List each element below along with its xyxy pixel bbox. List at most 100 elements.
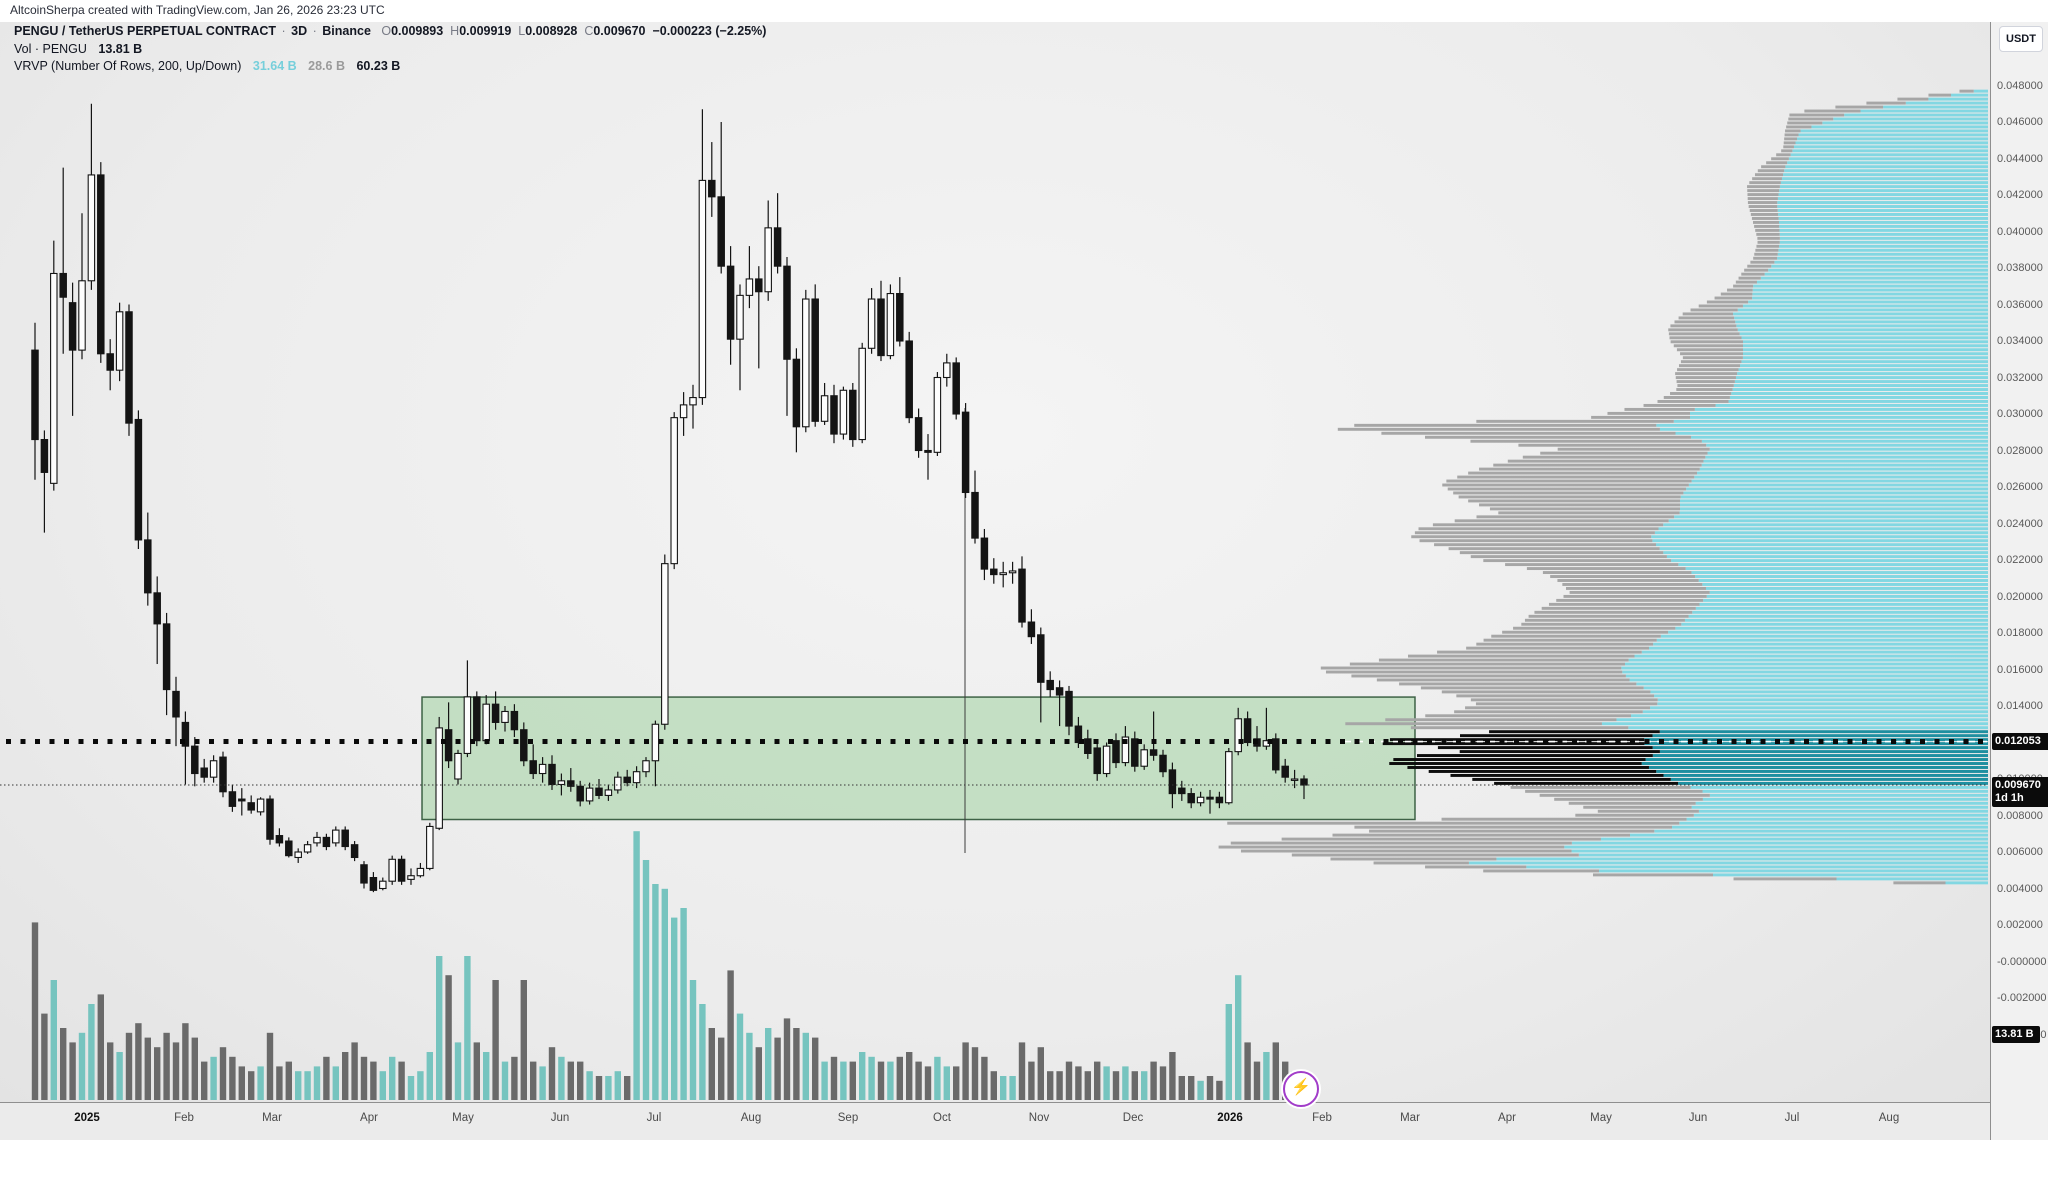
vrvp-row-up (1694, 407, 1988, 411)
vrvp-row-up (1666, 555, 1988, 559)
vrvp-row-up (1695, 801, 1988, 805)
volume-bar (680, 908, 687, 1100)
exchange-label[interactable]: Binance (322, 24, 371, 38)
volume-bar (60, 1028, 67, 1100)
time-tick[interactable]: Oct (933, 1112, 951, 1124)
vrvp-row-up (1686, 487, 1988, 491)
vrvp-row-up (1781, 177, 1988, 181)
time-tick[interactable]: Apr (360, 1112, 378, 1124)
vrvp-row-down (1733, 284, 1754, 288)
volume-bar (1216, 1080, 1223, 1100)
vrvp-row-down (1670, 392, 1732, 395)
vrvp-row-down (1748, 205, 1778, 208)
candlestick (435, 727, 443, 829)
time-tick[interactable]: Jul (1784, 1112, 1800, 1124)
vrvp-row-up (1752, 288, 1988, 292)
volume-bar (257, 1066, 264, 1100)
vrvp-row-down (1788, 117, 1834, 121)
candlestick (68, 302, 77, 351)
time-tick[interactable]: Jun (550, 1112, 570, 1124)
vrvp-row-down (1753, 220, 1780, 224)
vrvp-row-down (1468, 471, 1698, 475)
vrvp-row-down (1539, 793, 1710, 797)
time-tick[interactable]: 2026 (1217, 1112, 1243, 1124)
vrvp-row-down (1230, 841, 1572, 845)
vrvp-row-up (1778, 248, 1988, 252)
instant-trading-button[interactable]: ⚡ (1283, 1071, 1319, 1107)
vrvp-row-up (1695, 575, 1988, 578)
volume-bar (830, 1056, 838, 1100)
time-tick[interactable]: Feb (1312, 1112, 1332, 1124)
volume-bar (107, 1042, 114, 1100)
vrvp-row-up (1653, 642, 1988, 646)
vrvp-row-up (1702, 797, 1988, 801)
vrvp-row-up (1742, 356, 1988, 360)
open-letter: O (381, 24, 392, 38)
vrvp-row-up (1630, 833, 1988, 837)
vrvp-row-down (1354, 423, 1657, 427)
currency-toggle-button[interactable]: USDT (1999, 26, 2043, 52)
vrvp-row-up (1705, 455, 1988, 459)
time-tick[interactable]: May (1590, 1112, 1612, 1124)
time-tick[interactable]: Mar (262, 1112, 282, 1124)
vrvp-row-up (1684, 618, 1988, 622)
volume-bar (31, 922, 39, 1100)
vrvp-row-up (1663, 523, 1988, 527)
close-value: 0.009670 (593, 24, 646, 38)
vrvp-row-up (1680, 499, 1988, 503)
candlestick (1131, 738, 1139, 767)
volume-bar (285, 1061, 292, 1100)
vrvp-row-up (1779, 228, 1988, 232)
volume-indicator-label[interactable]: Vol · PENGU (14, 42, 87, 56)
volume-axis-label: 13.81 B (1992, 1026, 2040, 1043)
candlestick (557, 780, 566, 786)
vrvp-indicator-label[interactable]: VRVP (Number Of Rows, 200, Up/Down) (14, 59, 242, 73)
candlestick (219, 756, 227, 793)
time-tick[interactable]: Apr (1498, 1112, 1516, 1124)
interval-label[interactable]: 3D (291, 24, 308, 38)
time-tick[interactable]: Aug (1878, 1112, 1900, 1124)
volume-bar (765, 1028, 772, 1100)
price-tick: 0.016000 (1997, 663, 2043, 676)
vrvp-row-down (1425, 865, 1527, 869)
volume-bar (1178, 1076, 1185, 1100)
vrvp-row-up (1732, 388, 1988, 391)
time-tick[interactable]: 2025 (74, 1112, 100, 1124)
vrvp-row-down (1754, 173, 1784, 177)
time-tick[interactable]: Jun (1688, 1112, 1708, 1124)
time-tick[interactable]: Mar (1400, 1112, 1420, 1124)
vrvp-row-down (1670, 340, 1743, 344)
time-tick[interactable]: Dec (1122, 1112, 1144, 1124)
time-tick[interactable]: Jul (646, 1112, 662, 1124)
vrvp-row-down (1419, 539, 1653, 543)
price-axis[interactable]: USDT 0.048000 0.046000 0.044000 0.042000 0.0… (1990, 22, 2048, 1140)
vrvp-row-down (1757, 240, 1780, 244)
symbol-title[interactable]: PENGU / TetherUS PERPETUAL CONTRACT (14, 24, 277, 38)
vrvp-row-up (1675, 626, 1988, 630)
time-axis[interactable]: 2025 Feb Mar Apr May Jun Jul Aug Sep Oct Nov Dec 202… (0, 1102, 1990, 1141)
time-tick[interactable]: Nov (1028, 1112, 1050, 1124)
vrvp-row-up (1734, 316, 1988, 320)
vrvp-row-up (1739, 364, 1988, 368)
vrvp-row-down (1607, 411, 1690, 415)
vrvp-row-down (1754, 252, 1778, 256)
vrvp-row-up (1644, 738, 1988, 742)
time-tick[interactable]: Sep (837, 1112, 859, 1124)
vrvp-row-down (1345, 722, 1602, 726)
vrvp-row-up (1844, 113, 1988, 117)
vrvp-row-up (1860, 109, 1988, 113)
vrvp-row-down (1752, 177, 1782, 181)
vrvp-row-down (1332, 833, 1630, 837)
vrvp-row-down (1468, 499, 1680, 503)
vrvp-row-down (1498, 511, 1680, 515)
candlestick (708, 179, 716, 198)
time-tick[interactable]: Aug (740, 1112, 762, 1124)
volume-bar (727, 970, 734, 1100)
candlestick (1037, 634, 1045, 683)
vrvp-row-up (1656, 543, 1988, 547)
candlestick (745, 278, 754, 296)
vrvp-row-up (1706, 443, 1988, 447)
time-tick[interactable]: Feb (174, 1112, 194, 1124)
time-tick[interactable]: May (452, 1112, 474, 1124)
